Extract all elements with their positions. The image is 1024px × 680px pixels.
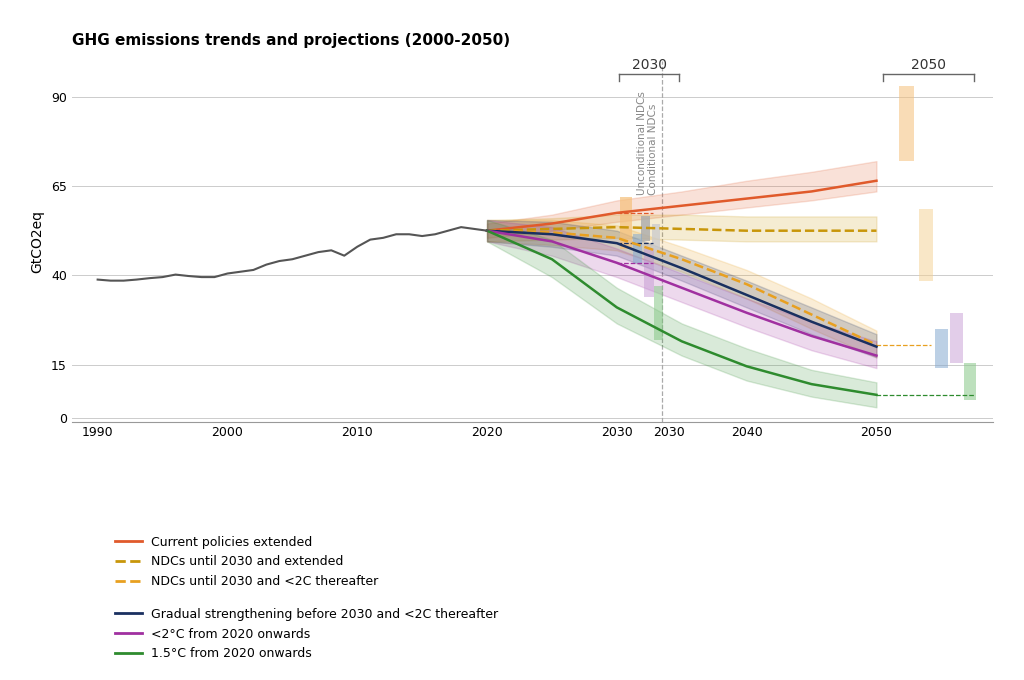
Bar: [621, 197, 632, 248]
Bar: [651, 224, 660, 248]
Bar: [898, 86, 914, 161]
Bar: [935, 329, 948, 368]
Bar: [950, 313, 964, 362]
Bar: [654, 286, 663, 339]
Bar: [644, 248, 654, 296]
Y-axis label: GtCO2eq: GtCO2eq: [30, 210, 44, 273]
Text: Unconditional NDCs: Unconditional NDCs: [637, 91, 646, 195]
Legend: Gradual strengthening before 2030 and <2C thereafter, <2°C from 2020 onwards, 1.: Gradual strengthening before 2030 and <2…: [115, 608, 498, 660]
Bar: [634, 235, 642, 262]
Text: 2030: 2030: [632, 58, 667, 72]
Bar: [919, 209, 933, 281]
Text: 2050: 2050: [911, 58, 946, 72]
Bar: [641, 216, 650, 241]
Text: GHG emissions trends and projections (2000-2050): GHG emissions trends and projections (20…: [72, 33, 510, 48]
Bar: [964, 362, 976, 401]
Text: Conditional NDCs: Conditional NDCs: [648, 103, 658, 195]
